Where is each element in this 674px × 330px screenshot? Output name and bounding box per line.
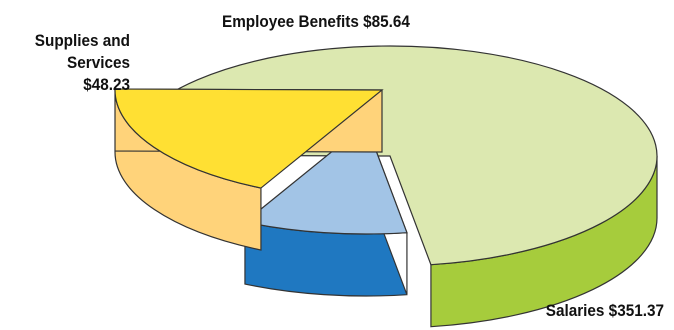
label-supplies-line-2: Services (67, 53, 130, 72)
label-supplies-services: Supplies and Services $48.23 (17, 30, 130, 96)
label-employee-benefits: Employee Benefits $85.64 (222, 12, 410, 31)
label-supplies-line-3: $48.23 (83, 75, 130, 94)
label-supplies-line-1: Supplies and (34, 31, 130, 50)
label-salaries: Salaries $351.37 (545, 301, 664, 320)
slice-benefits-top (114, 88, 384, 189)
slice-benefits (114, 88, 384, 251)
